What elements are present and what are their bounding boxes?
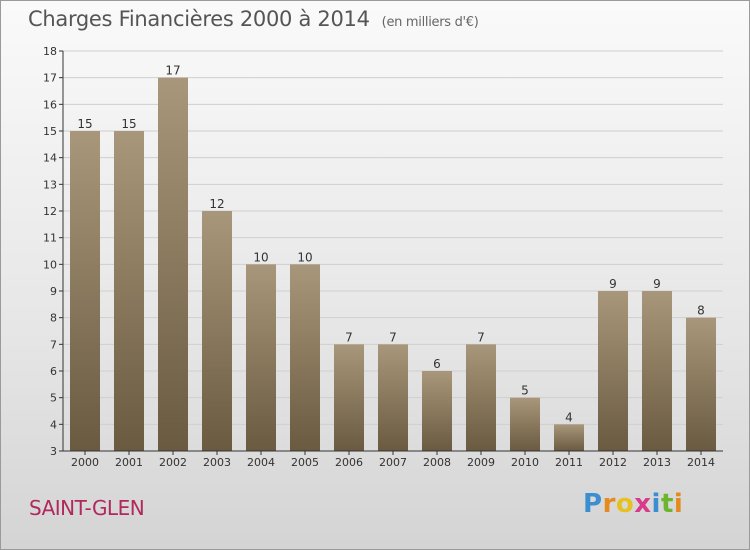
y-tick-label: 18 [43, 45, 57, 58]
bar-value-label: 17 [165, 64, 180, 78]
y-tick-label: 9 [50, 285, 57, 298]
bar [466, 344, 496, 451]
y-tick-label: 12 [43, 205, 57, 218]
title-text: Charges Financières 2000 à 2014 [28, 7, 370, 31]
y-tick-label: 15 [43, 125, 57, 138]
x-tick-label: 2007 [379, 456, 407, 469]
y-tick-label: 16 [43, 98, 57, 111]
y-tick-label: 6 [50, 365, 57, 378]
place-name: SAINT-GLEN [29, 496, 145, 520]
x-tick-label: 2013 [643, 456, 671, 469]
brand-letter: x [634, 489, 652, 519]
bar [378, 344, 408, 451]
bar [554, 424, 584, 451]
brand-letter: P [583, 489, 603, 519]
bar-value-label: 10 [297, 250, 312, 264]
x-tick-label: 2010 [511, 456, 539, 469]
brand-letter: i [651, 489, 661, 519]
brand-letter: t [660, 489, 674, 519]
y-tick-label: 7 [50, 338, 57, 351]
bar-value-label: 5 [521, 384, 529, 398]
y-tick-label: 4 [50, 418, 57, 431]
y-tick-label: 17 [43, 72, 57, 85]
y-tick-label: 8 [50, 312, 57, 325]
x-tick-label: 2002 [159, 456, 187, 469]
brand-logo: Proxiti [583, 489, 683, 519]
bar-value-label: 6 [433, 357, 441, 371]
bar-value-label: 7 [345, 330, 353, 344]
bar [642, 291, 672, 451]
bar [510, 397, 540, 451]
bar [246, 264, 276, 451]
bar-value-label: 8 [697, 304, 705, 318]
y-tick-label: 10 [43, 258, 57, 271]
x-tick-label: 2003 [203, 456, 231, 469]
bar-value-label: 9 [609, 277, 617, 291]
bar [598, 291, 628, 451]
bar [686, 317, 716, 451]
chart-title: Charges Financières 2000 à 2014 (en milli… [28, 7, 479, 31]
y-tick-label: 5 [50, 392, 57, 405]
x-tick-label: 2014 [687, 456, 715, 469]
x-tick-label: 2001 [115, 456, 143, 469]
x-tick-label: 2009 [467, 456, 495, 469]
x-tick-label: 2005 [291, 456, 319, 469]
bar-value-label: 10 [253, 250, 268, 264]
bar [70, 131, 100, 451]
bar-value-label: 15 [77, 117, 92, 131]
brand-letter: i [673, 489, 684, 519]
x-tick-label: 2008 [423, 456, 451, 469]
bar-value-label: 4 [565, 410, 573, 424]
x-tick-label: 2006 [335, 456, 363, 469]
x-tick-label: 2000 [71, 456, 99, 469]
bar [422, 371, 452, 451]
bar [290, 264, 320, 451]
y-tick-label: 13 [43, 178, 57, 191]
bar-value-label: 9 [653, 277, 661, 291]
bar-value-label: 12 [209, 197, 224, 211]
unit-note: (en milliers d'€) [381, 15, 479, 30]
y-tick-label: 14 [43, 152, 57, 165]
y-tick-label: 3 [50, 445, 57, 458]
bar-value-label: 7 [389, 330, 397, 344]
bar-value-label: 7 [477, 330, 485, 344]
brand-letter: o [615, 489, 635, 519]
bar [334, 344, 364, 451]
x-tick-label: 2011 [555, 456, 583, 469]
x-tick-label: 2012 [599, 456, 627, 469]
bar-value-label: 15 [121, 117, 136, 131]
x-tick-label: 2004 [247, 456, 275, 469]
bar [114, 131, 144, 451]
bar [202, 211, 232, 451]
bar [158, 77, 188, 452]
brand-letter: r [602, 489, 616, 519]
y-tick-label: 11 [43, 232, 57, 245]
